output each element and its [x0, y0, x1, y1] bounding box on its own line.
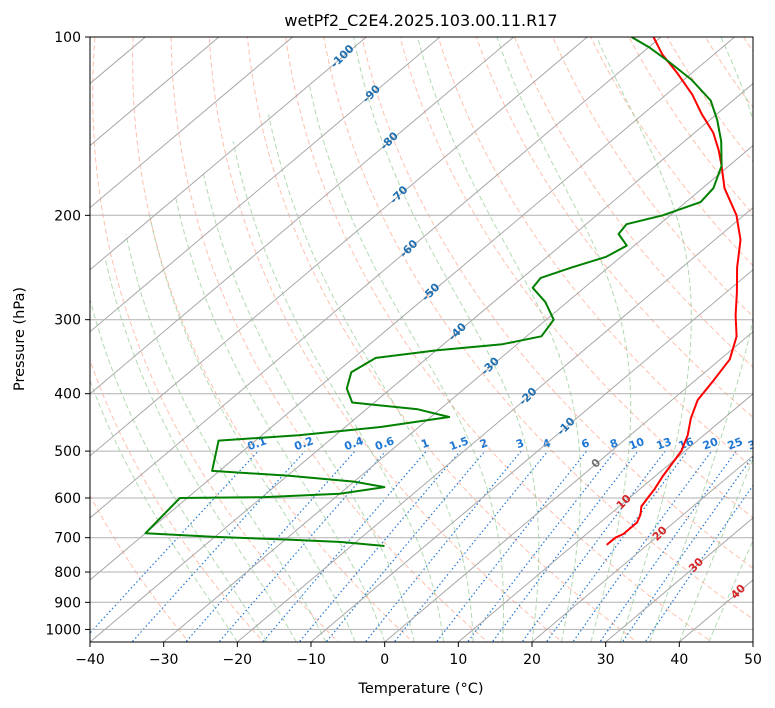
mixing-ratio-line	[184, 450, 356, 642]
x-tick-label: −20	[223, 652, 253, 668]
isotherm-lines	[90, 37, 753, 642]
x-tick-label: 30	[597, 652, 615, 668]
isotherm-line	[90, 37, 367, 271]
moist-adiabats	[90, 37, 753, 642]
isotherm-line	[90, 82, 753, 642]
dry-adiabats	[90, 37, 753, 642]
mixing-ratio-label: 13	[655, 435, 674, 452]
moist-adiabat-line	[417, 37, 582, 642]
isotherm-line	[90, 37, 588, 457]
isotherm-line	[90, 37, 662, 519]
moist-adiabat-line	[90, 297, 268, 642]
x-tick-label: 0	[380, 652, 389, 668]
y-tick-label: 400	[54, 387, 81, 403]
mixing-ratio-line	[644, 484, 753, 642]
isotherm-line	[457, 393, 753, 642]
mixing-ratio-line	[218, 450, 387, 642]
moist-adiabat-line	[125, 233, 327, 642]
moist-adiabat-line	[202, 173, 415, 642]
dry-adiabat-line	[399, 37, 753, 519]
mixing-ratio-line	[393, 450, 549, 642]
y-tick-label: 800	[54, 565, 81, 581]
moist-adiabat-line	[149, 215, 356, 642]
x-axis-ticks: −40 −30 −20 −10 0 10 20 30 40 50	[75, 642, 762, 668]
y-axis-ticks: 100 200 300 400 500 600 700 800 900 1000	[45, 30, 90, 638]
mixing-ratio-line	[466, 450, 616, 642]
isotherm-line	[90, 37, 441, 333]
mixing-ratio-line	[572, 450, 713, 642]
mixing-ratio-lines: 0.10.20.40.611.52346810131620253036	[90, 434, 765, 642]
isotherm-line	[236, 206, 753, 642]
mixing-ratio-line	[545, 450, 688, 642]
moist-adiabat-line	[268, 114, 474, 642]
moist-adiabat-line	[649, 37, 753, 642]
mixing-ratio-line	[599, 450, 737, 642]
isotherm-line	[605, 517, 753, 642]
isotherm-line	[90, 37, 735, 581]
isotherm-line	[384, 331, 753, 642]
mixing-ratio-line	[621, 455, 753, 642]
plot-area: 0.10.20.40.611.52346810131620253036 -100…	[90, 37, 765, 642]
mixing-ratio-label: 25	[726, 435, 745, 452]
y-axis-title: Pressure (hPa)	[12, 287, 28, 391]
dry-adiabat-line	[170, 37, 489, 642]
moist-adiabat-line	[104, 256, 297, 642]
x-tick-label: −10	[296, 652, 326, 668]
mixing-ratio-label: 0.4	[342, 434, 365, 453]
isotherm-line	[310, 269, 753, 642]
moist-adiabat-line	[596, 37, 692, 642]
moist-adiabat-line	[174, 195, 386, 642]
y-tick-label: 500	[54, 444, 81, 460]
dry-adiabat-line	[285, 37, 713, 642]
moist-adiabat-line	[496, 37, 632, 642]
chart-title: wetPf2_C2E4.2025.103.00.11.R17	[284, 11, 557, 31]
isotherm-line	[90, 37, 514, 395]
mixing-ratio-line	[521, 450, 666, 642]
moist-adiabat-line	[308, 83, 504, 642]
y-tick-label: 100	[54, 30, 81, 46]
mixing-ratio-label: 20	[701, 435, 720, 453]
mixing-ratio-label: 2	[478, 436, 490, 451]
mixing-ratio-label: 1.5	[448, 434, 471, 453]
mixing-ratio-label: 1	[419, 436, 431, 451]
mixing-ratio-label: 3	[514, 436, 526, 451]
y-tick-label: 200	[54, 208, 81, 224]
x-tick-label: 10	[449, 652, 467, 668]
y-tick-label: 300	[54, 313, 81, 329]
y-tick-label: 1000	[45, 622, 81, 638]
mixing-ratio-label: 30	[746, 435, 765, 453]
mixing-ratio-label: 0.6	[373, 434, 396, 453]
mixing-ratio-line	[262, 450, 427, 642]
dry-adiabat-line	[361, 37, 753, 569]
mixing-ratio-label: 10	[627, 435, 646, 453]
mixing-ratio-label: 8	[608, 436, 620, 451]
isotherm-line	[531, 455, 753, 642]
dewpoint-profile-line	[144, 37, 723, 547]
x-tick-label: 40	[670, 652, 688, 668]
mixing-ratio-label: 0.2	[292, 434, 315, 453]
isotherm-line	[90, 37, 293, 209]
x-tick-label: 20	[523, 652, 541, 668]
isotherm-line	[90, 37, 220, 147]
dry-adiabat-line	[552, 37, 753, 318]
y-tick-label: 900	[54, 595, 81, 611]
plot-frame	[89, 36, 754, 643]
x-tick-label: −40	[75, 652, 105, 668]
sounding-series	[144, 37, 742, 547]
isobar-gridlines	[90, 37, 753, 630]
temperature-profile-line	[606, 37, 742, 546]
x-tick-label: −30	[149, 652, 179, 668]
y-tick-label: 700	[54, 531, 81, 547]
mixing-ratio-line	[90, 450, 259, 634]
dry-adiabat-line	[475, 37, 753, 419]
x-axis-title: Temperature (°C)	[357, 681, 483, 697]
mixing-ratio-label: 6	[580, 436, 592, 451]
x-tick-label: 50	[744, 652, 762, 668]
y-tick-label: 600	[54, 491, 81, 507]
moist-adiabat-line	[353, 37, 540, 642]
